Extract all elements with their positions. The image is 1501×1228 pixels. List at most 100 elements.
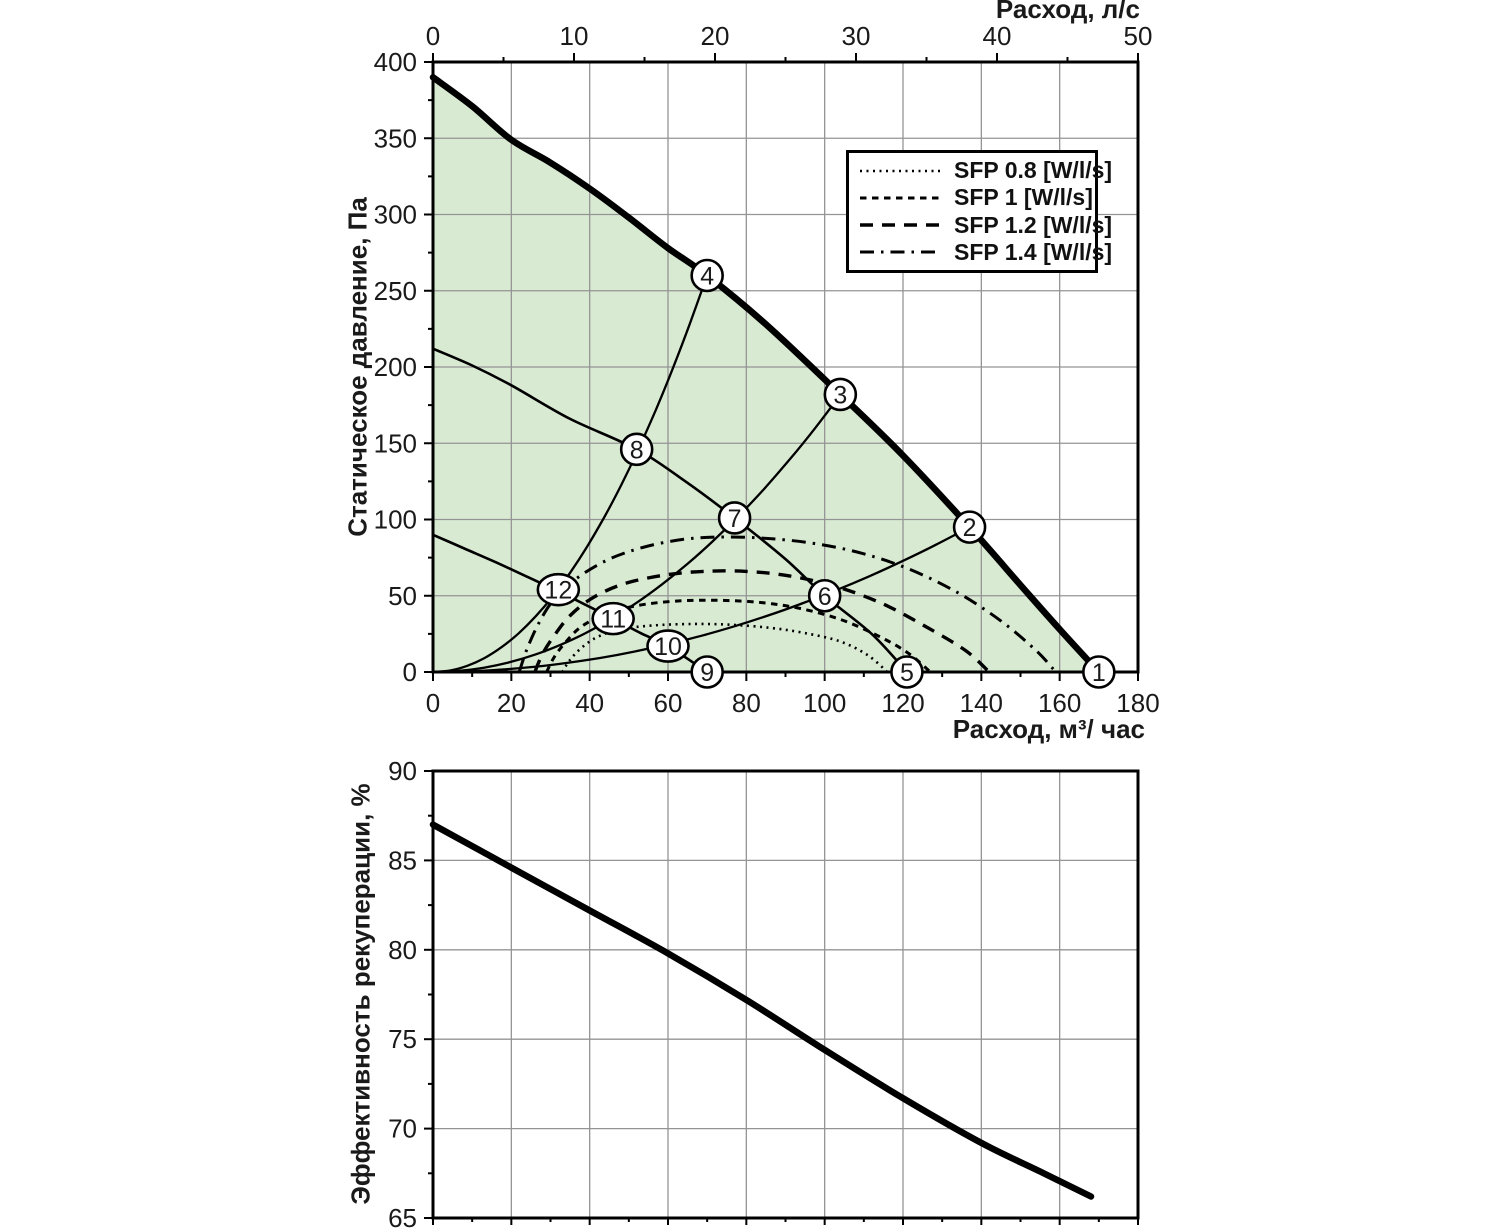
pressure-tick-label: 100 xyxy=(374,505,417,535)
pressure-tick-label: 200 xyxy=(374,352,417,382)
bottom-axis-tick-label: 160 xyxy=(1038,688,1081,718)
efficiency-tick-label: 85 xyxy=(388,845,417,875)
bottom-axis-tick-label: 80 xyxy=(732,688,761,718)
recuperation-efficiency-chart: 65 70 75 80 85 90 xyxy=(388,756,1140,1228)
operating-point-9: 9 xyxy=(690,655,724,689)
efficiency-tick-label: 90 xyxy=(388,756,417,786)
pressure-axis-title: Статическое давление, Па xyxy=(342,197,373,537)
system-curve-steep xyxy=(432,274,709,674)
operating-point-marker xyxy=(619,432,654,467)
operating-point-marker xyxy=(890,655,924,689)
operating-point-number: 4 xyxy=(700,263,714,291)
operating-point-marker xyxy=(952,510,987,544)
operating-point-number: 10 xyxy=(654,633,682,661)
operating-point-6: 6 xyxy=(807,578,842,613)
system-curve-shallow xyxy=(432,526,971,674)
legend-label: SFP 0.8 [W/l/s] xyxy=(954,157,1113,184)
top-axis-tick-label: 40 xyxy=(983,21,1012,51)
sfp-1-line-sample xyxy=(860,196,940,200)
operating-point-marker xyxy=(1082,655,1116,689)
operating-point-4: 4 xyxy=(690,258,724,293)
sfp-1.2-line-sample xyxy=(860,223,940,227)
operating-point-number: 12 xyxy=(544,577,572,605)
operating-point-marker xyxy=(823,377,858,412)
bottom-axis-tick-label: 40 xyxy=(575,688,604,718)
operating-point-marker xyxy=(536,572,581,607)
operating-point-number: 9 xyxy=(700,659,714,687)
efficiency-tick-label: 70 xyxy=(388,1114,417,1144)
fan-performance-chart: 0 20 40 60 80 100 120 140 160 180 0 10 20 30 40 50 0 50 10… xyxy=(374,21,1160,718)
operating-point-number: 7 xyxy=(728,505,742,533)
pressure-tick-label: 350 xyxy=(374,123,417,153)
legend-entry-sfp-1: SFP 1 [W/l/s] xyxy=(859,184,1093,211)
bottom-axis-tick-label: 20 xyxy=(497,688,526,718)
top-axis-tick-label: 0 xyxy=(426,21,440,51)
bottom-axis-tick-label: 180 xyxy=(1116,688,1159,718)
pressure-tick-label: 250 xyxy=(374,276,417,306)
pressure-tick-label: 0 xyxy=(403,657,417,687)
chart2-ticks xyxy=(424,770,1139,1225)
operating-point-marker xyxy=(690,258,724,293)
legend-entry-sfp-1.4: SFP 1.4 [W/l/s] xyxy=(859,239,1112,266)
pressure-tick-label: 300 xyxy=(374,200,417,230)
operating-area-fill xyxy=(433,77,1099,673)
bottom-axis-tick-label: 0 xyxy=(426,688,440,718)
legend-label: SFP 1.2 [W/l/s] xyxy=(954,211,1113,238)
operating-point-1: 1 xyxy=(1082,655,1116,689)
top-axis-tick-label: 10 xyxy=(560,21,589,51)
operating-point-11: 11 xyxy=(591,601,635,636)
legend-label: SFP 1 [W/l/s] xyxy=(954,184,1093,211)
pressure-tick-label: 400 xyxy=(374,47,417,77)
bottom-axis-title: Расход, м³/ час xyxy=(952,714,1145,744)
sfp-curve-SFP-1.2-[W/l/s] xyxy=(533,569,991,674)
bottom-axis-tick-label: 140 xyxy=(960,688,1003,718)
operating-point-marker xyxy=(807,578,842,613)
operating-point-marker xyxy=(690,655,724,689)
legend-label: SFP 1.4 [W/l/s] xyxy=(954,238,1113,265)
sfp-legend: SFP 0.8 [W/l/s] SFP 1 [W/l/s] SFP 1.2 [W… xyxy=(846,150,1112,273)
operating-point-number: 11 xyxy=(600,606,626,634)
sfp-1.4-line-sample xyxy=(860,250,940,254)
operating-point-12: 12 xyxy=(536,572,581,607)
efficiency-tick-label: 65 xyxy=(388,1203,417,1228)
efficiency-curve xyxy=(429,821,1095,1200)
top-axis-title: Расход, л/с xyxy=(995,0,1140,24)
fan-curve-max-speed xyxy=(429,74,1103,676)
operating-point-8: 8 xyxy=(619,432,654,467)
pressure-tick-label: 150 xyxy=(374,428,417,458)
efficiency-tick-label: 75 xyxy=(388,1024,417,1054)
efficiency-axis-title: Эффективность рекуперации, % xyxy=(345,783,376,1205)
operating-point-7: 7 xyxy=(717,501,752,535)
system-curve-mid xyxy=(432,394,842,674)
chart2-frame xyxy=(431,769,1140,1220)
operating-point-number: 6 xyxy=(818,583,832,611)
bottom-axis-tick-label: 60 xyxy=(654,688,683,718)
operating-point-marker xyxy=(717,501,752,535)
sfp-curve-SFP-1.4-[W/l/s] xyxy=(517,535,1057,674)
pressure-tick-label: 50 xyxy=(388,581,417,611)
operating-point-marker xyxy=(646,629,690,663)
operating-point-number: 1 xyxy=(1092,659,1106,687)
operating-point-5: 5 xyxy=(890,655,924,689)
legend-entry-sfp-1.2: SFP 1.2 [W/l/s] xyxy=(859,212,1112,239)
operating-point-3: 3 xyxy=(823,377,858,412)
operating-point-number: 5 xyxy=(900,659,914,687)
operating-point-2: 2 xyxy=(952,510,987,544)
efficiency-tick-label: 80 xyxy=(388,935,417,965)
operating-point-marker xyxy=(591,601,635,636)
bottom-axis-tick-label: 100 xyxy=(803,688,846,718)
legend-entry-sfp-0.8: SFP 0.8 [W/l/s] xyxy=(859,157,1112,184)
operating-point-number: 2 xyxy=(963,514,977,542)
sfp-0.8-line-sample xyxy=(860,169,940,172)
top-axis-tick-label: 20 xyxy=(701,21,730,51)
bottom-axis-tick-label: 120 xyxy=(881,688,924,718)
operating-point-10: 10 xyxy=(646,629,690,663)
chart2-gridlines xyxy=(433,771,1138,1218)
sfp-curve-SFP-1-[W/l/s] xyxy=(545,598,932,674)
operating-point-number: 3 xyxy=(833,381,847,409)
top-axis-tick-label: 50 xyxy=(1124,21,1153,51)
operating-point-number: 8 xyxy=(630,436,644,464)
top-axis-tick-label: 30 xyxy=(842,21,871,51)
